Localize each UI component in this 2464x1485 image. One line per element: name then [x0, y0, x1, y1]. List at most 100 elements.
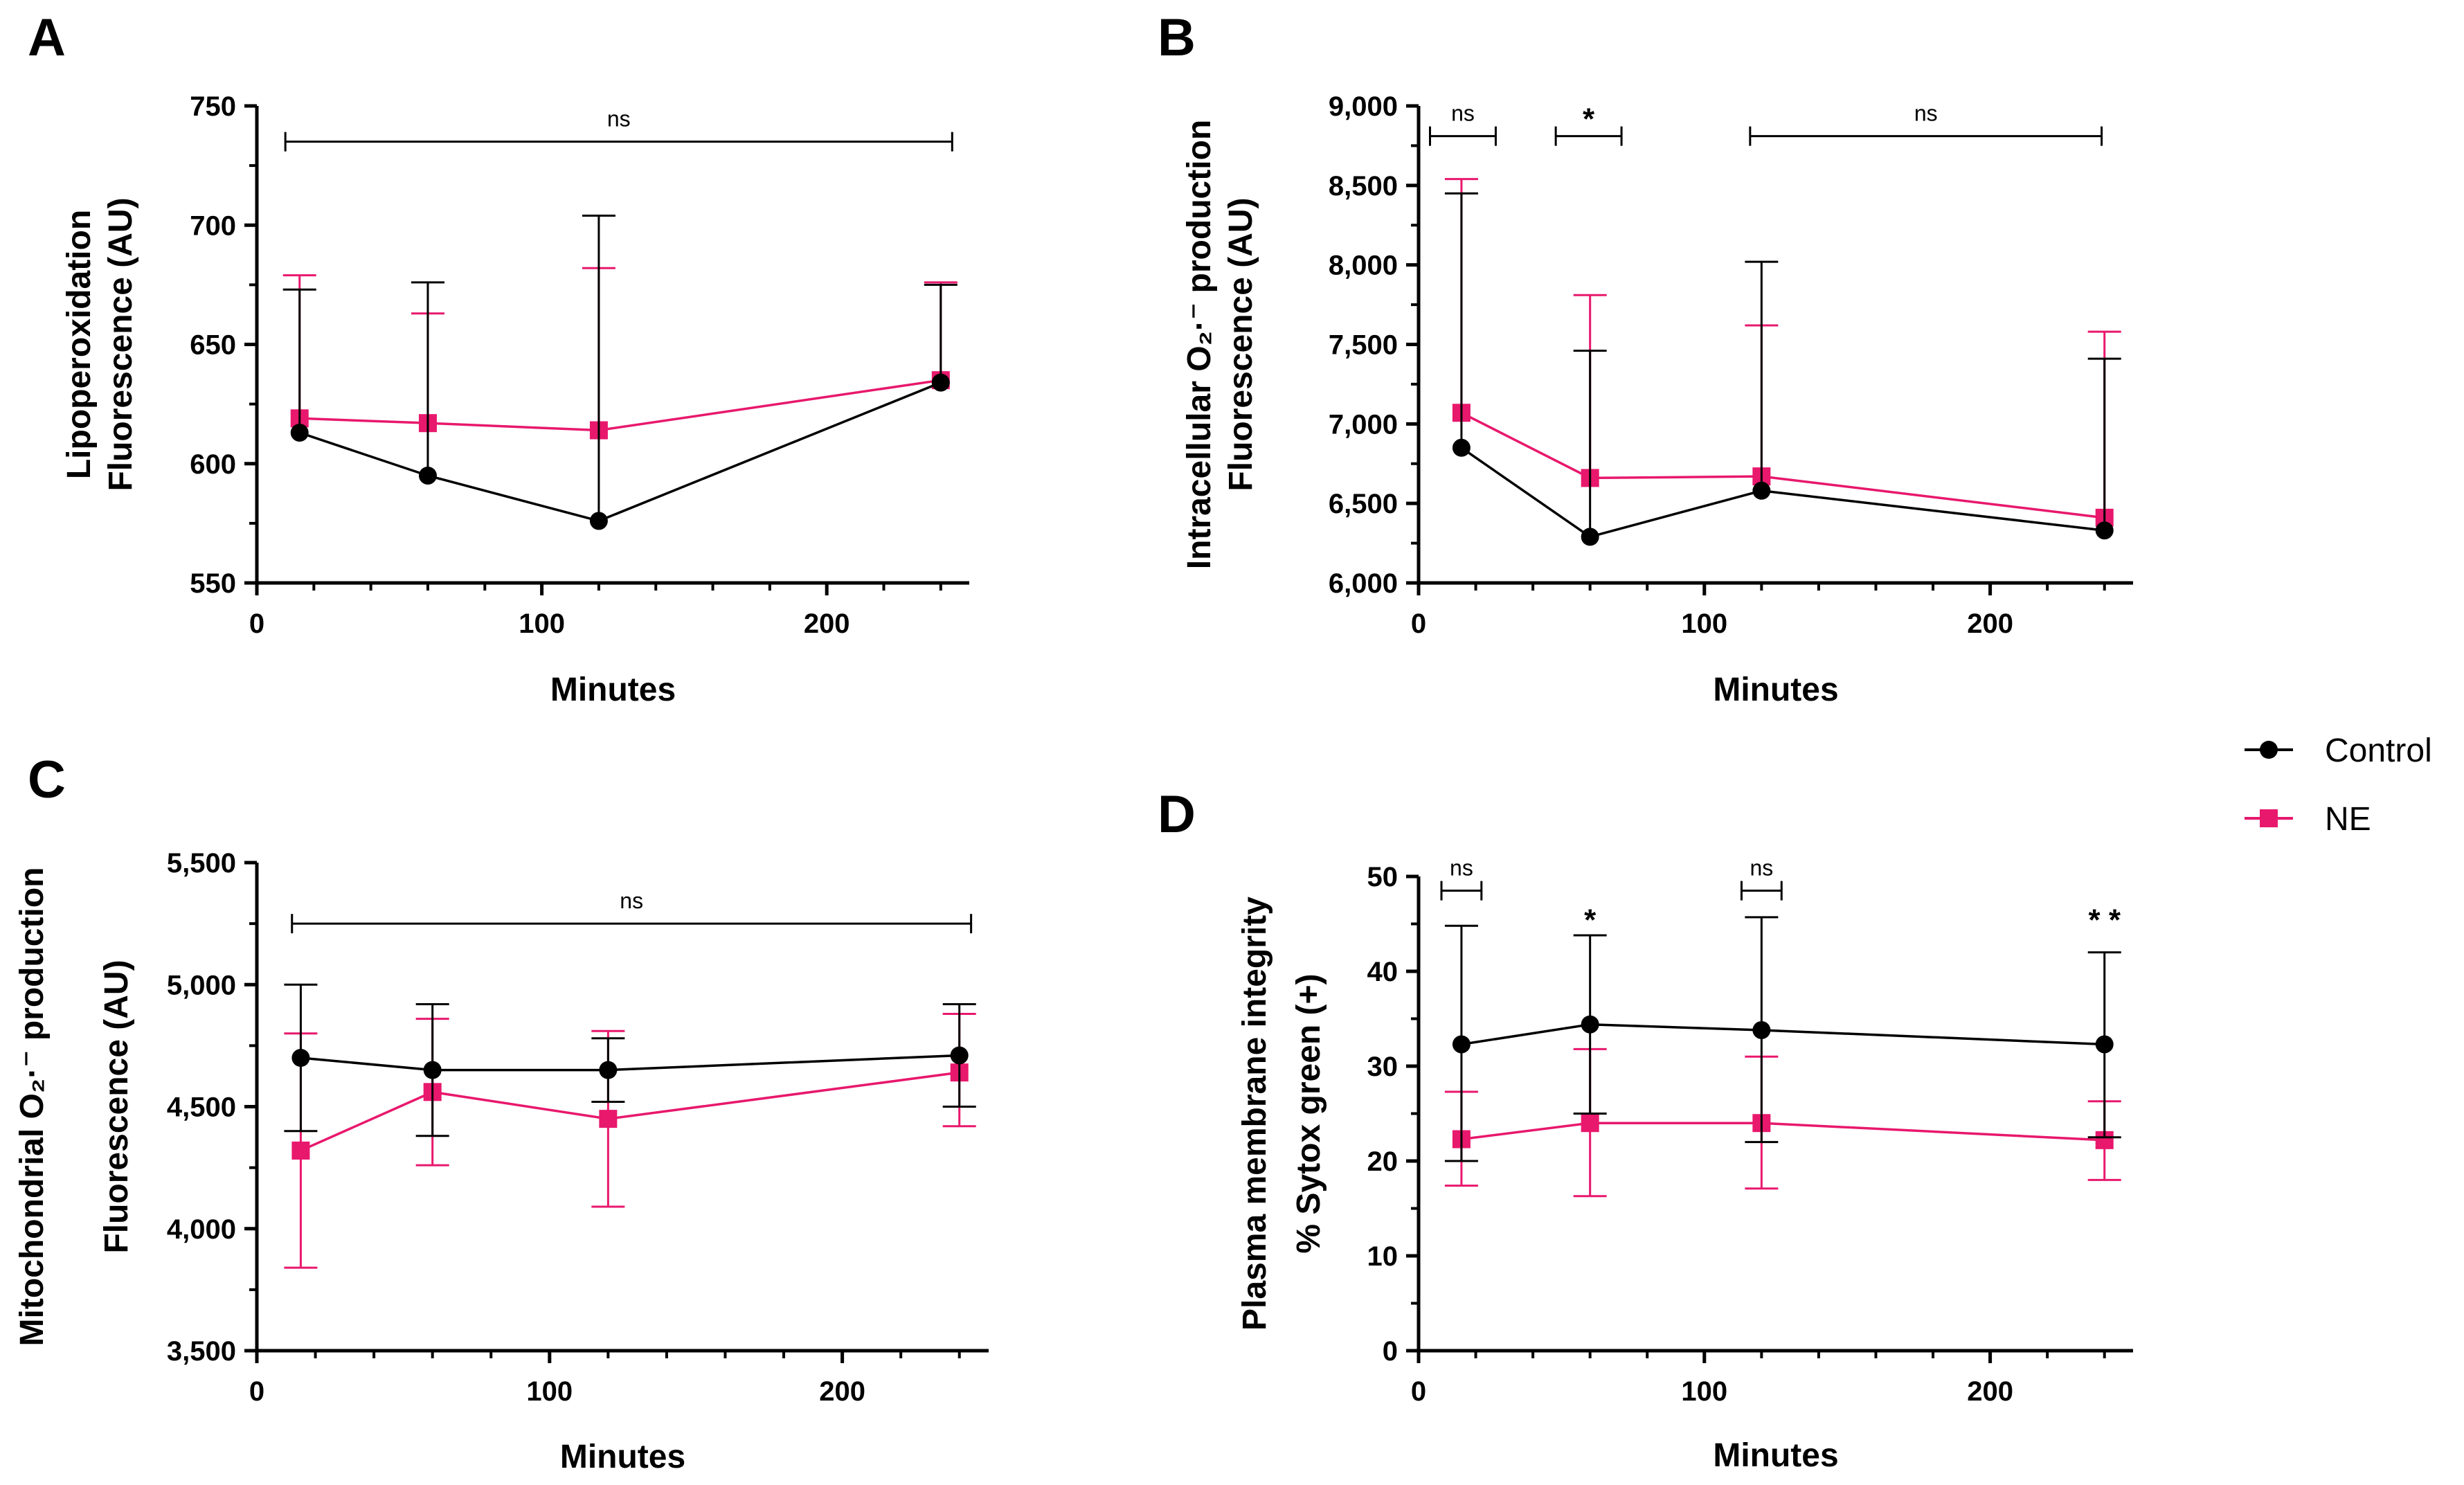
- y-tick-label: 40: [1367, 957, 1399, 987]
- data-point-control: [2095, 521, 2114, 540]
- series-control: [284, 983, 976, 1137]
- y-tick-label: 9,000: [1329, 91, 1398, 122]
- y-tick-label: 7,000: [1329, 409, 1398, 440]
- y-tick-label: 4,500: [167, 1092, 236, 1123]
- data-point-control: [589, 512, 608, 530]
- significance-label: ns: [1750, 856, 1773, 881]
- y-tick-label: 10: [1367, 1241, 1399, 1272]
- data-point-control: [1581, 1015, 1599, 1034]
- data-point-control: [1581, 528, 1599, 546]
- significance-label: ns: [620, 888, 643, 913]
- y-tick-label: 700: [190, 210, 236, 241]
- data-point-control: [931, 373, 950, 392]
- y-axis-title: Lipoperoxidation: [61, 210, 98, 479]
- significance-label: *: [1584, 903, 1597, 937]
- y-tick-label: 6,000: [1329, 568, 1398, 599]
- x-tick-label: 0: [1411, 1376, 1426, 1407]
- y-tick-label: 750: [190, 91, 236, 122]
- series-line: [1461, 411, 2105, 519]
- series-line: [299, 379, 942, 432]
- panel-label: C: [28, 750, 66, 809]
- series-ne: [282, 267, 957, 440]
- y-axis-title: Plasma membrane integrity: [1237, 897, 1273, 1331]
- data-point-control: [1752, 481, 1771, 500]
- x-tick-label: 100: [526, 1376, 573, 1407]
- series-line: [300, 1054, 960, 1072]
- series-ne: [1444, 1047, 2121, 1198]
- y-tick-label: 30: [1367, 1052, 1399, 1082]
- significance-label: *: [1583, 102, 1595, 136]
- legend-label-ne: NE: [2325, 801, 2371, 838]
- panel-label: D: [1158, 785, 1196, 844]
- x-tick-label: 100: [1681, 1376, 1727, 1407]
- y-tick-label: 7,500: [1329, 330, 1398, 361]
- data-point-control: [950, 1046, 969, 1065]
- data-point-control: [1452, 438, 1471, 457]
- x-axis-title: Minutes: [550, 672, 676, 708]
- y-tick-label: 8,500: [1329, 171, 1398, 201]
- y-axis-title: Fluorescence (AU): [98, 960, 135, 1253]
- x-tick-label: 0: [249, 609, 264, 639]
- x-tick-label: 200: [1967, 1376, 2013, 1407]
- y-tick-label: 650: [190, 330, 236, 361]
- x-tick-label: 0: [1411, 609, 1426, 639]
- y-tick-label: 20: [1367, 1146, 1399, 1177]
- y-tick-label: 50: [1367, 862, 1399, 892]
- x-tick-label: 200: [1967, 609, 2013, 639]
- y-tick-label: 5,500: [167, 848, 236, 879]
- x-tick-label: 100: [519, 609, 565, 639]
- series-ne: [1444, 178, 2121, 527]
- series-line: [1461, 1122, 2105, 1142]
- significance-label: ns: [1450, 856, 1473, 881]
- legend: Control NE: [2245, 732, 2432, 838]
- panel-c: C 3,500 4,000 4,500 5,000 5,500 0 100 200 Minutes…: [14, 750, 989, 1475]
- y-axis-title: Intracellular O₂·⁻ production: [1181, 120, 1218, 569]
- y-tick-label: 8,000: [1329, 251, 1398, 281]
- data-point-ne: [1581, 1114, 1599, 1133]
- y-axis-title: % Sytox green (+): [1291, 973, 1327, 1253]
- series-control: [1444, 192, 2121, 546]
- y-tick-label: 5,000: [167, 970, 236, 1000]
- series-line: [300, 1071, 960, 1152]
- data-point-control: [599, 1061, 618, 1079]
- series-line: [299, 381, 942, 523]
- y-tick-label: 550: [190, 568, 236, 599]
- x-tick-label: 200: [819, 1376, 865, 1407]
- series-line: [1460, 447, 2105, 539]
- data-point-control: [290, 423, 309, 442]
- legend-label-control: Control: [2325, 732, 2432, 769]
- y-tick-label: 4,000: [167, 1214, 236, 1245]
- series-control: [282, 214, 957, 530]
- data-point-ne: [599, 1110, 618, 1128]
- data-point-ne: [291, 1141, 310, 1160]
- series-ne: [284, 1013, 976, 1269]
- y-tick-label: 6,500: [1329, 489, 1398, 519]
- y-axis-title: Mitochondrial O₂·⁻ production: [14, 867, 51, 1347]
- legend-marker-control: [2260, 741, 2278, 759]
- significance-label: ns: [1451, 101, 1475, 126]
- significance-label: ns: [607, 107, 631, 132]
- x-axis-title: Minutes: [560, 1439, 685, 1475]
- y-tick-label: 600: [190, 449, 236, 480]
- panel-d: D 0 10 20 30 40 50 0 100 200 Minutes Plasma membran…: [1158, 785, 2133, 1474]
- x-tick-label: 200: [804, 609, 850, 639]
- data-point-control: [418, 466, 437, 485]
- series-line: [1461, 1023, 2105, 1046]
- x-tick-label: 0: [249, 1376, 264, 1407]
- y-axis-title: Fluorescence (AU): [102, 197, 139, 491]
- series-control: [1444, 916, 2121, 1162]
- significance-label: ns: [1914, 101, 1938, 126]
- x-axis-title: Minutes: [1713, 1437, 1838, 1474]
- x-axis-title: Minutes: [1713, 672, 1838, 708]
- y-tick-label: 3,500: [167, 1336, 236, 1367]
- y-tick-label: 0: [1383, 1336, 1398, 1367]
- significance-label: * *: [2088, 903, 2121, 937]
- data-point-control: [1452, 1035, 1471, 1054]
- panel-a: A 550 600 650 700 750 0 100 200 Minutes Lipoperoxi…: [28, 8, 969, 708]
- legend-marker-ne: [2260, 809, 2278, 827]
- panel-b: B 6,000 6,500 7,000 7,500 8,000 8,500 9,000 0 100…: [1158, 8, 2133, 708]
- data-point-control: [2095, 1035, 2114, 1054]
- panel-label: B: [1158, 8, 1196, 67]
- y-axis-title: Fluorescence (AU): [1223, 197, 1259, 491]
